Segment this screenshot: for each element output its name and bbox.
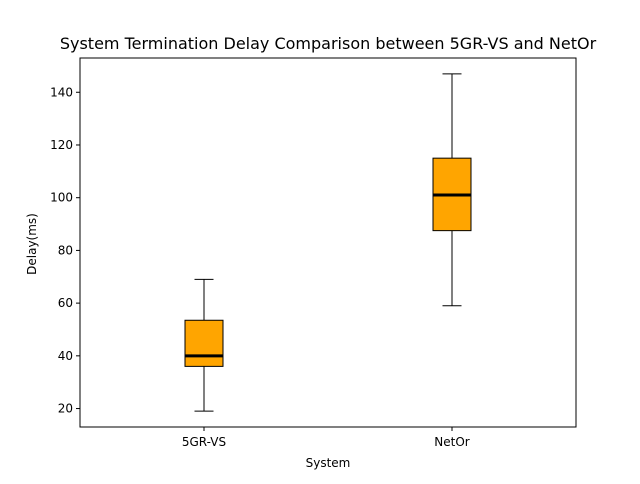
plot-area: 20 40 60 80 100 120 140 5GR-VS NetOr xyxy=(50,57,577,449)
y-tick-label: 20 xyxy=(58,402,73,416)
y-tick-label: 100 xyxy=(50,191,73,205)
y-tick-label: 80 xyxy=(58,243,73,257)
y-tick-label: 40 xyxy=(58,349,73,363)
y-tick-label: 140 xyxy=(50,85,73,99)
chart-title: System Termination Delay Comparison betw… xyxy=(60,34,597,53)
axes-frame xyxy=(79,57,577,428)
y-tick-label: 120 xyxy=(50,138,73,152)
y-axis-label: Delay(ms) xyxy=(25,213,39,275)
x-tick-label: NetOr xyxy=(434,435,470,449)
y-tick-label: 60 xyxy=(58,296,73,310)
box-5gr-vs xyxy=(184,319,224,367)
x-tick-label: 5GR-VS xyxy=(182,435,226,449)
x-axis-label: System xyxy=(306,456,351,470)
